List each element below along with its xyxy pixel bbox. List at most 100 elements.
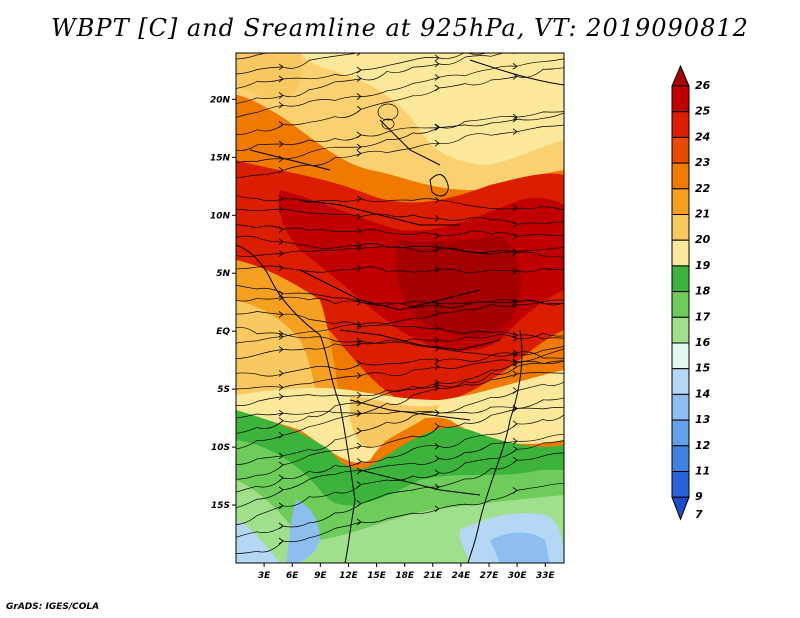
stream-arrow (591, 429, 595, 435)
stream-arrow (591, 345, 595, 351)
colorbar-label: 16 (695, 336, 711, 349)
colorbar-label: 15 (695, 362, 711, 375)
stream-arrow (591, 421, 595, 427)
stream-arrow (591, 0, 595, 4)
streamline (236, 414, 564, 493)
stream-arrow (591, 115, 595, 121)
lon-label: 30E (508, 571, 528, 581)
longitude-labels: 3E 6E 9E 12E 15E 18E 21E 24E 27E 30E 33E (258, 563, 555, 581)
colorbar-label: 12 (695, 439, 711, 452)
lat-label: 20N (210, 95, 231, 105)
stream-arrow (435, 31, 439, 37)
colorbar-segment (671, 188, 690, 216)
colorbar-segment (671, 316, 690, 344)
streamline (236, 112, 564, 151)
colorbar-label: 24 (695, 130, 710, 143)
lon-label: 24E (452, 571, 472, 581)
stream-arrow (591, 340, 595, 346)
streamline (236, 53, 508, 89)
streamline (236, 434, 564, 509)
stream-arrow (591, 340, 595, 346)
stream-arrow (591, 328, 595, 334)
colorbar-label: 21 (695, 208, 710, 221)
streamline (236, 326, 564, 359)
wbpt-field (236, 0, 595, 563)
stream-arrow (591, 35, 595, 41)
streamline (236, 53, 505, 104)
streamline (236, 360, 564, 450)
lat-label: EQ (216, 327, 230, 337)
colorbar: 26 25 24 23 22 21 20 19 18 17 16 15 14 13 12 11 9 7 (671, 64, 711, 521)
lat-label: 15N (210, 153, 231, 163)
colorbar-bottom-arrow (671, 496, 690, 521)
streamline (236, 265, 564, 273)
colorbar-label: 22 (695, 182, 711, 195)
colorbar-label: 14 (695, 387, 710, 400)
streamline (236, 245, 564, 258)
lat-label: 5S (217, 385, 230, 395)
streamline (236, 296, 564, 309)
map-figure: 20N 15N 10N 5N EQ 5S 10S 15S 3E 6E 9E 12E 15E 18E 21E… (210, 0, 711, 581)
streamline (236, 111, 564, 164)
stream-arrow (513, 17, 517, 23)
stream-arrow (356, 53, 361, 56)
stream-arrow (591, 357, 595, 363)
lat-label: 10N (210, 211, 231, 221)
stream-arrow (591, 47, 595, 53)
stream-arrow (591, 399, 595, 405)
colorbar-label: 23 (695, 156, 711, 169)
colorbar-label: 9 (695, 490, 703, 503)
stream-arrow (435, 18, 439, 24)
colorbar-label: 20 (695, 233, 711, 246)
lon-label: 12E (339, 571, 359, 581)
streamline (236, 482, 564, 555)
streamline (236, 381, 564, 465)
colorbar-label: 7 (695, 508, 703, 521)
coastlines (236, 59, 564, 563)
stream-arrow (591, 63, 595, 69)
streamline (236, 53, 268, 60)
streamline (236, 332, 564, 360)
streamline (236, 195, 564, 211)
lon-label: 18E (395, 571, 415, 581)
map-title: WBPT [C] and Sreamline at 925hPa, VT: 20… (51, 14, 749, 42)
streamline (236, 235, 564, 255)
lon-label: 6E (286, 571, 299, 581)
streamline (236, 359, 564, 390)
colorbar-segment (671, 239, 690, 267)
stream-arrow (591, 219, 595, 225)
lat-label: 5N (216, 269, 230, 279)
lon-label: 9E (314, 571, 327, 581)
streamline (236, 452, 564, 538)
stream-arrow (591, 101, 595, 107)
colorbar-label: 18 (695, 285, 711, 298)
stream-arrow (591, 208, 595, 214)
streamline (236, 372, 564, 406)
colorbar-segment (671, 445, 690, 472)
colorbar-segment (671, 265, 690, 293)
stream-arrow (591, 237, 595, 243)
stream-arrow (591, 246, 595, 252)
lon-label: 27E (480, 571, 500, 581)
streamlines (236, 0, 595, 555)
stream-arrow (513, 6, 517, 12)
map-frame (235, 52, 565, 564)
streamline (236, 299, 564, 344)
stream-arrow (591, 270, 595, 276)
colorbar-label: 25 (695, 105, 711, 118)
stream-arrow (591, 367, 595, 373)
colorbar-segment (671, 162, 690, 190)
streamline (236, 53, 372, 75)
colorbar-segment (671, 136, 690, 164)
colorbar-segment (671, 214, 690, 241)
stream-arrow (591, 104, 595, 110)
streamline (236, 348, 564, 434)
streamline (236, 406, 564, 419)
colorbar-segment (671, 471, 690, 498)
colorbar-segment (671, 419, 690, 447)
colorbar-segment (671, 85, 690, 113)
colorbar-label: 26 (695, 79, 711, 92)
streamline (236, 67, 564, 135)
stream-arrow (591, 477, 595, 483)
streamline (236, 440, 564, 525)
